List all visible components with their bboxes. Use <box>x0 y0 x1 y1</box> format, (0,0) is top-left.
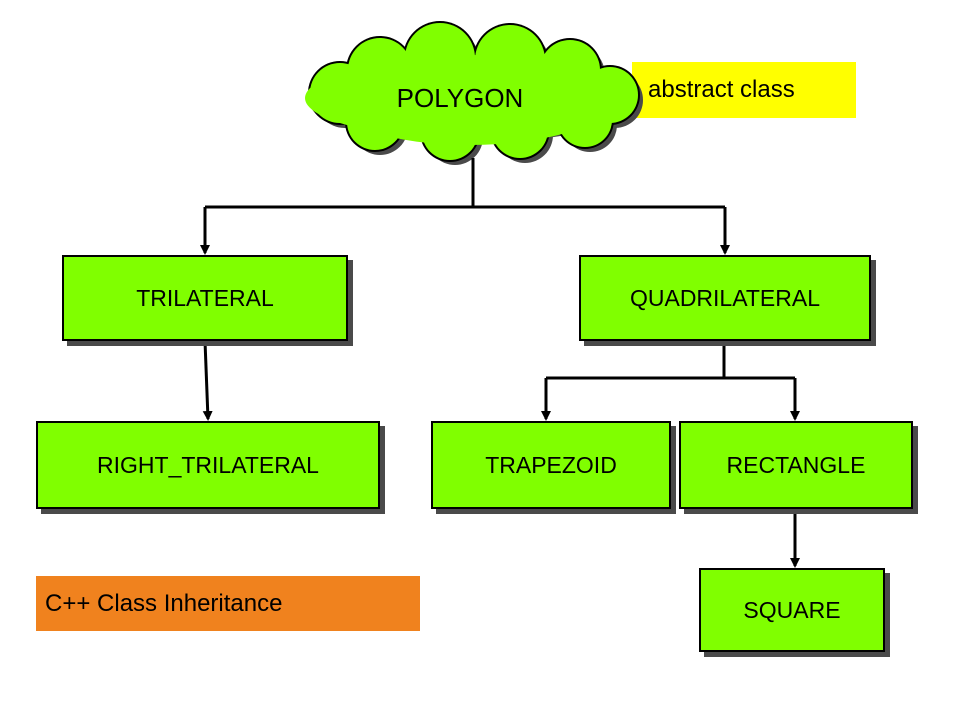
class-quadrilateral-label: QUADRILATERAL <box>629 284 820 311</box>
diagram-caption: C++ Class Inheritance <box>36 576 420 631</box>
abstract-class-note: abstract class <box>632 62 856 118</box>
polygon-cloud <box>305 23 638 160</box>
class-trapezoid: TRAPEZOID <box>431 421 671 509</box>
class-trapezoid-label: TRAPEZOID <box>485 451 617 478</box>
class-rectangle-label: RECTANGLE <box>726 451 866 478</box>
class-square: SQUARE <box>699 568 885 652</box>
class-trilateral: TRILATERAL <box>62 255 348 341</box>
class-right-trilateral-label: RIGHT_TRILATERAL <box>97 451 319 478</box>
edge-trilateral-right-trilateral <box>202 340 213 421</box>
class-trilateral-label: TRILATERAL <box>136 284 274 311</box>
abstract-class-note-text: abstract class <box>648 76 795 103</box>
diagram-caption-text: C++ Class Inheritance <box>45 589 283 617</box>
class-rectangle: RECTANGLE <box>679 421 913 509</box>
class-right-trilateral: RIGHT_TRILATERAL <box>36 421 380 509</box>
polygon-label: POLYGON <box>396 82 524 113</box>
class-quadrilateral: QUADRILATERAL <box>579 255 871 341</box>
class-square-label: SQUARE <box>743 596 841 623</box>
